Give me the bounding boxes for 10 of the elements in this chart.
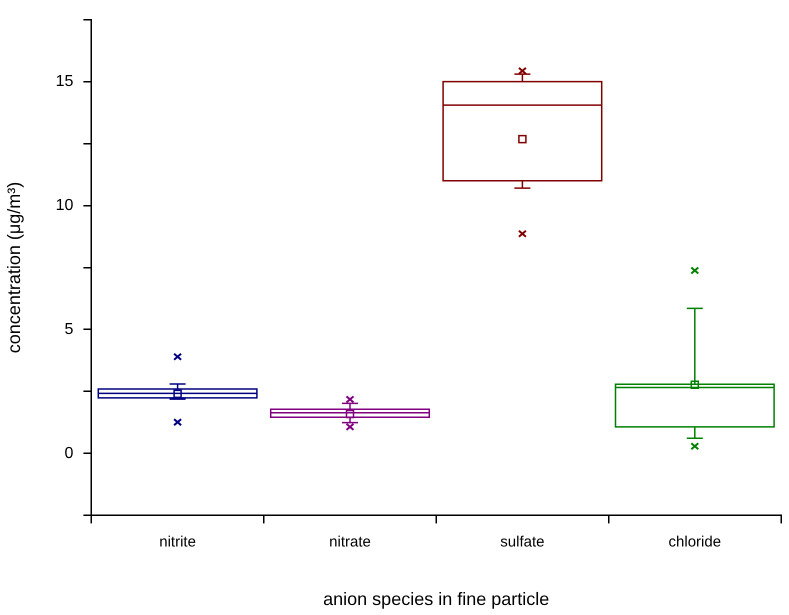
x-tick-label: nitrite (159, 534, 196, 551)
x-tick-label: chloride (668, 534, 722, 551)
y-tick-label: 5 (64, 320, 74, 338)
x-tick-label: sulfate (500, 534, 544, 551)
y-tick-label: 0 (64, 444, 74, 462)
x-axis-title: anion species in fine particle (323, 589, 550, 610)
y-tick-label: 10 (56, 196, 74, 214)
x-tick-label: nitrate (329, 534, 371, 551)
y-tick-label: 15 (56, 72, 74, 90)
y-axis-title: concentration (μg/m³) (4, 182, 24, 354)
